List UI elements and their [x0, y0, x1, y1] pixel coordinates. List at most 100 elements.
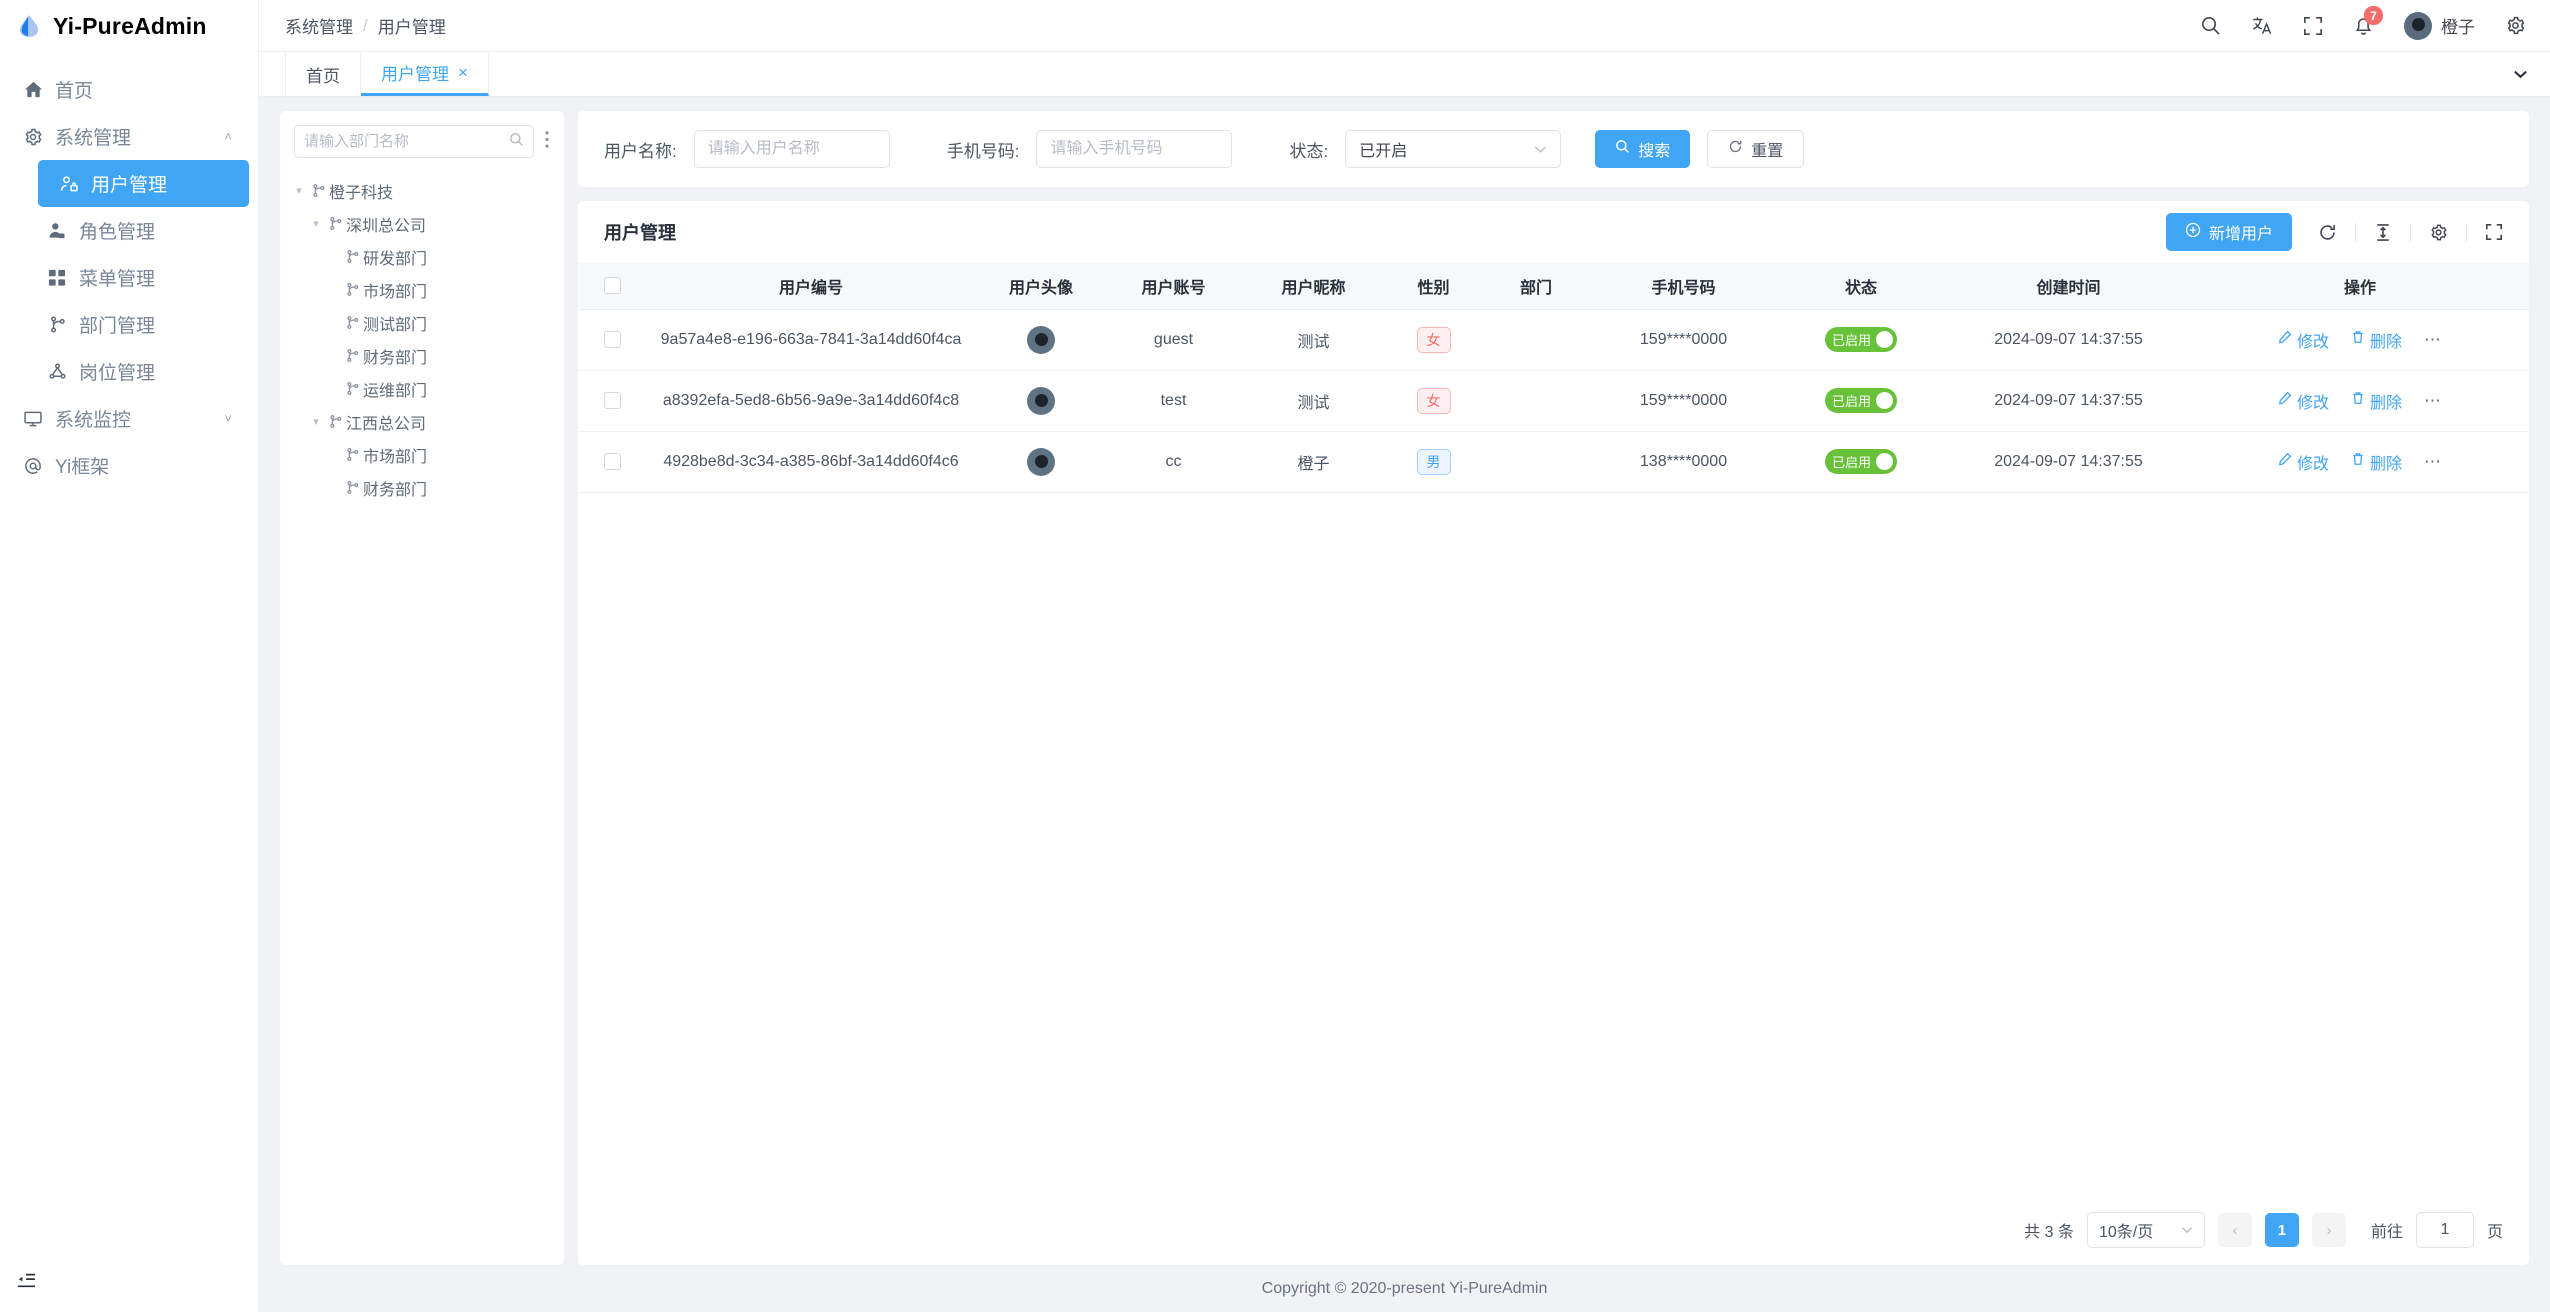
row-select-cell	[578, 431, 646, 493]
tree-node-label: 运维部门	[363, 382, 428, 400]
user-created-cell: 2024-09-07 14:37:55	[1946, 370, 2191, 432]
chevron-down-icon: ˅	[224, 411, 232, 426]
refresh-icon[interactable]	[2318, 223, 2337, 242]
table-row[interactable]: a8392efa-5ed8-6b56-9a9e-3a14dd60f4c8 test…	[578, 370, 2529, 432]
delete-link[interactable]: 删除	[2351, 389, 2402, 413]
status-toggle[interactable]: 已启用	[1824, 388, 1897, 413]
tree-caret-icon[interactable]: ▾	[313, 416, 319, 428]
sidebar-item-岗位管理[interactable]: 岗位管理	[0, 348, 258, 395]
fullscreen-icon[interactable]	[2303, 16, 2323, 36]
brand[interactable]: Yi-PureAdmin	[0, 0, 258, 52]
more-vertical-icon[interactable]	[542, 130, 552, 153]
search-icon[interactable]	[509, 132, 524, 152]
sidebar-item-角色管理[interactable]: 角色管理	[0, 207, 258, 254]
edit-link[interactable]: 修改	[2278, 389, 2329, 413]
user-table: 用户编号 用户头像 用户账号 用户昵称 性别 部门 手机号码 状态 创建时间 操…	[578, 263, 2529, 493]
more-actions-icon[interactable]: ⋯	[2424, 451, 2443, 471]
reset-button-label: 重置	[1751, 143, 1784, 160]
close-icon[interactable]: ×	[458, 62, 468, 82]
more-actions-icon[interactable]: ⋯	[2424, 329, 2443, 349]
sidebar-item-label: 系统管理	[55, 128, 132, 149]
breadcrumb-item-0[interactable]: 系统管理	[285, 18, 353, 37]
gender-tag: 女	[1416, 326, 1451, 353]
dept-search-input[interactable]	[294, 125, 534, 158]
sidebar-item-部门管理[interactable]: 部门管理	[0, 301, 258, 348]
add-user-label: 新增用户	[2208, 226, 2273, 243]
density-icon[interactable]	[2374, 223, 2392, 242]
table-row[interactable]: 9a57a4e8-e196-663a-7841-3a14dd60f4ca gues…	[578, 309, 2529, 371]
sidebar-item-用户管理[interactable]: 用户管理	[38, 160, 249, 207]
dept-search-field[interactable]	[304, 133, 509, 150]
tree-node-label: 橙子科技	[329, 184, 394, 202]
search-icon[interactable]	[2200, 15, 2221, 36]
avatar[interactable]	[1027, 447, 1055, 476]
page-button-1[interactable]: 1	[2264, 1213, 2299, 1247]
username-field[interactable]	[707, 140, 876, 158]
sidebar-item-Yi框架[interactable]: Yi框架	[0, 442, 258, 489]
select-all-checkbox[interactable]	[603, 277, 621, 295]
edit-link[interactable]: 修改	[2278, 450, 2329, 474]
tree-node[interactable]: 市场部门	[280, 273, 564, 306]
tree-node[interactable]: ▾ 深圳总公司	[280, 207, 564, 240]
status-toggle[interactable]: 已启用	[1824, 327, 1897, 352]
tree-node[interactable]: ▾ 江西总公司	[280, 405, 564, 438]
tab-首页[interactable]: 首页	[285, 52, 361, 96]
tree-node[interactable]: ▾ 橙子科技	[280, 174, 564, 207]
edit-link[interactable]: 修改	[2278, 328, 2329, 352]
tree-node[interactable]: 财务部门	[280, 339, 564, 372]
table-row[interactable]: 4928be8d-3c34-a385-86bf-3a14dd60f4c6 cc 橙子…	[578, 431, 2529, 493]
tree-node[interactable]: 运维部门	[280, 372, 564, 405]
avatar[interactable]	[1027, 386, 1055, 415]
next-page-button[interactable]: ›	[2311, 1213, 2346, 1247]
prev-page-button[interactable]: ‹	[2217, 1213, 2252, 1247]
row-checkbox[interactable]	[603, 330, 621, 348]
add-user-button[interactable]: 新增用户	[2165, 213, 2292, 251]
user-menu[interactable]: 橙子	[2404, 11, 2475, 40]
username-filter-label: 用户名称:	[604, 141, 677, 161]
breadcrumb-item-1[interactable]: 用户管理	[377, 18, 446, 37]
tab-用户管理[interactable]: 用户管理 ×	[361, 52, 489, 96]
status-toggle[interactable]: 已启用	[1824, 449, 1897, 474]
table-toolbar: 用户管理 新增用户	[578, 201, 2529, 263]
share-nodes-icon	[46, 361, 68, 383]
tree-caret-icon[interactable]: ▾	[296, 185, 302, 197]
settings-gear-icon[interactable]	[2505, 15, 2526, 36]
row-checkbox[interactable]	[603, 391, 621, 409]
tree-node-label: 财务部门	[363, 349, 428, 367]
chevron-down-icon[interactable]	[2513, 66, 2528, 84]
avatar[interactable]	[1027, 325, 1055, 354]
reset-button[interactable]: 重置	[1707, 130, 1805, 168]
tree-node[interactable]: 财务部门	[280, 471, 564, 504]
sidebar-collapse-icon[interactable]	[16, 1271, 36, 1294]
status-filter-select[interactable]: 已开启	[1345, 130, 1562, 168]
goto-page-field[interactable]	[2416, 1221, 2473, 1239]
phone-filter-input[interactable]	[1036, 130, 1233, 168]
sidebar-item-首页[interactable]: 首页	[0, 66, 258, 113]
page-size-select[interactable]: 10条/页	[2086, 1212, 2205, 1248]
sidebar-item-系统管理[interactable]: 系统管理 ˄	[0, 113, 258, 160]
fullscreen-icon[interactable]	[2485, 223, 2503, 241]
tree-node-label: 研发部门	[363, 250, 428, 268]
username-filter-input[interactable]	[693, 130, 890, 168]
tree-node[interactable]: 研发部门	[280, 240, 564, 273]
tree-caret-icon[interactable]: ▾	[313, 218, 319, 230]
translate-icon[interactable]	[2251, 15, 2273, 36]
sidebar-item-label: 首页	[55, 81, 94, 102]
pencil-icon	[2278, 391, 2292, 410]
tree-node[interactable]: 测试部门	[280, 306, 564, 339]
sidebar-item-系统监控[interactable]: 系统监控 ˅	[0, 395, 258, 442]
more-actions-icon[interactable]: ⋯	[2424, 390, 2443, 410]
phone-field[interactable]	[1050, 140, 1219, 158]
row-checkbox[interactable]	[603, 452, 621, 470]
search-button[interactable]: 搜索	[1595, 130, 1691, 168]
settings-gear-icon[interactable]	[2429, 223, 2448, 242]
goto-page-input[interactable]	[2415, 1212, 2474, 1248]
bell-icon[interactable]: 7	[2353, 6, 2383, 36]
tree-node[interactable]: 市场部门	[280, 438, 564, 471]
delete-link[interactable]: 删除	[2351, 450, 2402, 474]
topbar-actions: 7 橙子	[2200, 6, 2526, 40]
delete-link[interactable]: 删除	[2351, 328, 2402, 352]
user-nickname-cell: 橙子	[1241, 431, 1386, 493]
trash-icon	[2351, 391, 2365, 410]
sidebar-item-菜单管理[interactable]: 菜单管理	[0, 254, 258, 301]
